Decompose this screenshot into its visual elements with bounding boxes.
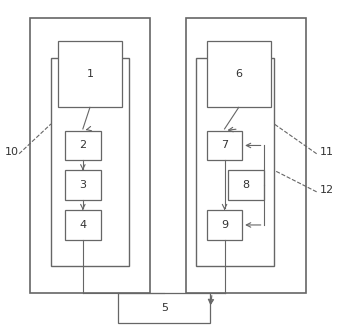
Bar (196, 58, 274, 267)
Bar (207, 131, 242, 160)
Bar (228, 170, 263, 200)
Bar (118, 293, 210, 323)
Text: 8: 8 (242, 180, 250, 190)
Text: 2: 2 (79, 141, 86, 151)
Bar (65, 131, 101, 160)
Text: 7: 7 (221, 141, 228, 151)
Text: 5: 5 (161, 303, 168, 313)
Text: 6: 6 (235, 69, 242, 79)
Text: 1: 1 (86, 69, 94, 79)
Text: 10: 10 (5, 147, 19, 157)
Bar (30, 18, 150, 293)
Text: 12: 12 (320, 185, 334, 195)
Bar (51, 58, 129, 267)
Bar (65, 210, 101, 240)
Bar (65, 170, 101, 200)
Bar (186, 18, 306, 293)
Text: 11: 11 (320, 147, 334, 157)
Text: 3: 3 (79, 180, 86, 190)
Bar (207, 41, 271, 107)
Bar (58, 41, 122, 107)
Text: 9: 9 (221, 220, 228, 230)
Bar (207, 210, 242, 240)
Text: 4: 4 (79, 220, 86, 230)
